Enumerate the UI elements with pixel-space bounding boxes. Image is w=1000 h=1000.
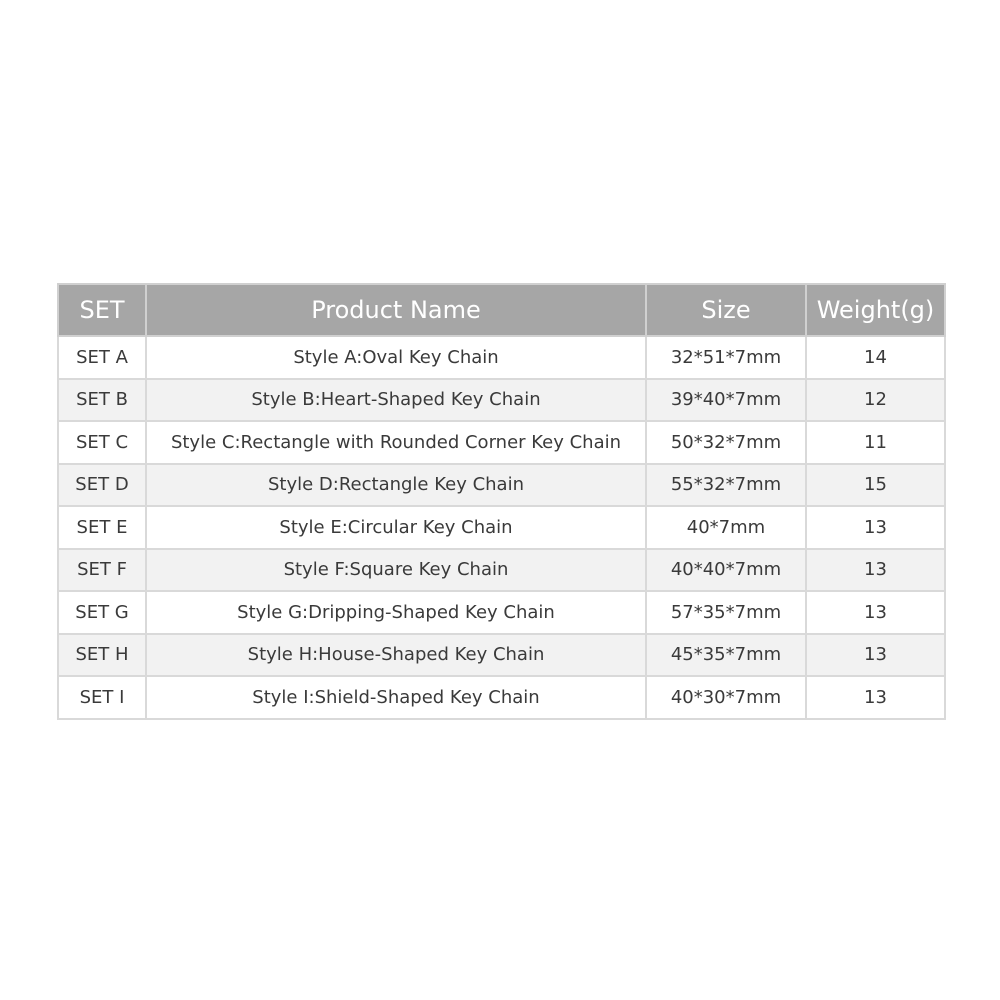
cell-weight: 13 xyxy=(805,632,946,677)
cell-product-name: Style B:Heart-Shaped Key Chain xyxy=(145,377,647,422)
table-row: SET F Style F:Square Key Chain 40*40*7mm 13 xyxy=(57,547,946,592)
header-product-name: Product Name xyxy=(145,283,647,337)
header-row: SET Product Name Size Weight(g) xyxy=(57,283,946,337)
cell-weight: 12 xyxy=(805,377,946,422)
product-spec-table: SET Product Name Size Weight(g) SET A Sty… xyxy=(57,283,946,720)
cell-size: 40*7mm xyxy=(645,505,807,550)
cell-set: SET D xyxy=(57,462,147,507)
cell-product-name: Style I:Shield-Shaped Key Chain xyxy=(145,675,647,720)
table-row: SET B Style B:Heart-Shaped Key Chain 39*40… xyxy=(57,377,946,422)
table-row: SET C Style C:Rectangle with Rounded Corn… xyxy=(57,420,946,465)
table-row: SET E Style E:Circular Key Chain 40*7mm 13 xyxy=(57,505,946,550)
cell-size: 55*32*7mm xyxy=(645,462,807,507)
cell-weight: 15 xyxy=(805,462,946,507)
cell-size: 40*30*7mm xyxy=(645,675,807,720)
cell-weight: 13 xyxy=(805,675,946,720)
table-row: SET G Style G:Dripping-Shaped Key Chain 57… xyxy=(57,590,946,635)
cell-weight: 13 xyxy=(805,505,946,550)
table-row: SET A Style A:Oval Key Chain 32*51*7mm 14 xyxy=(57,335,946,380)
cell-size: 40*40*7mm xyxy=(645,547,807,592)
cell-product-name: Style C:Rectangle with Rounded Corner Ke… xyxy=(145,420,647,465)
cell-product-name: Style A:Oval Key Chain xyxy=(145,335,647,380)
cell-product-name: Style G:Dripping-Shaped Key Chain xyxy=(145,590,647,635)
cell-set: SET G xyxy=(57,590,147,635)
header-size: Size xyxy=(645,283,807,337)
cell-weight: 14 xyxy=(805,335,946,380)
cell-size: 57*35*7mm xyxy=(645,590,807,635)
header-weight: Weight(g) xyxy=(805,283,946,337)
cell-set: SET H xyxy=(57,632,147,677)
cell-weight: 11 xyxy=(805,420,946,465)
cell-set: SET B xyxy=(57,377,147,422)
cell-set: SET F xyxy=(57,547,147,592)
cell-product-name: Style F:Square Key Chain xyxy=(145,547,647,592)
cell-size: 45*35*7mm xyxy=(645,632,807,677)
cell-product-name: Style H:House-Shaped Key Chain xyxy=(145,632,647,677)
cell-weight: 13 xyxy=(805,590,946,635)
cell-size: 39*40*7mm xyxy=(645,377,807,422)
cell-set: SET E xyxy=(57,505,147,550)
cell-product-name: Style E:Circular Key Chain xyxy=(145,505,647,550)
table-row: SET H Style H:House-Shaped Key Chain 45*35… xyxy=(57,632,946,677)
cell-size: 50*32*7mm xyxy=(645,420,807,465)
cell-set: SET A xyxy=(57,335,147,380)
header-set: SET xyxy=(57,283,147,337)
cell-product-name: Style D:Rectangle Key Chain xyxy=(145,462,647,507)
cell-set: SET I xyxy=(57,675,147,720)
table-row: SET D Style D:Rectangle Key Chain 55*32*7m… xyxy=(57,462,946,507)
cell-set: SET C xyxy=(57,420,147,465)
cell-weight: 13 xyxy=(805,547,946,592)
cell-size: 32*51*7mm xyxy=(645,335,807,380)
table-row: SET I Style I:Shield-Shaped Key Chain 40*3… xyxy=(57,675,946,720)
